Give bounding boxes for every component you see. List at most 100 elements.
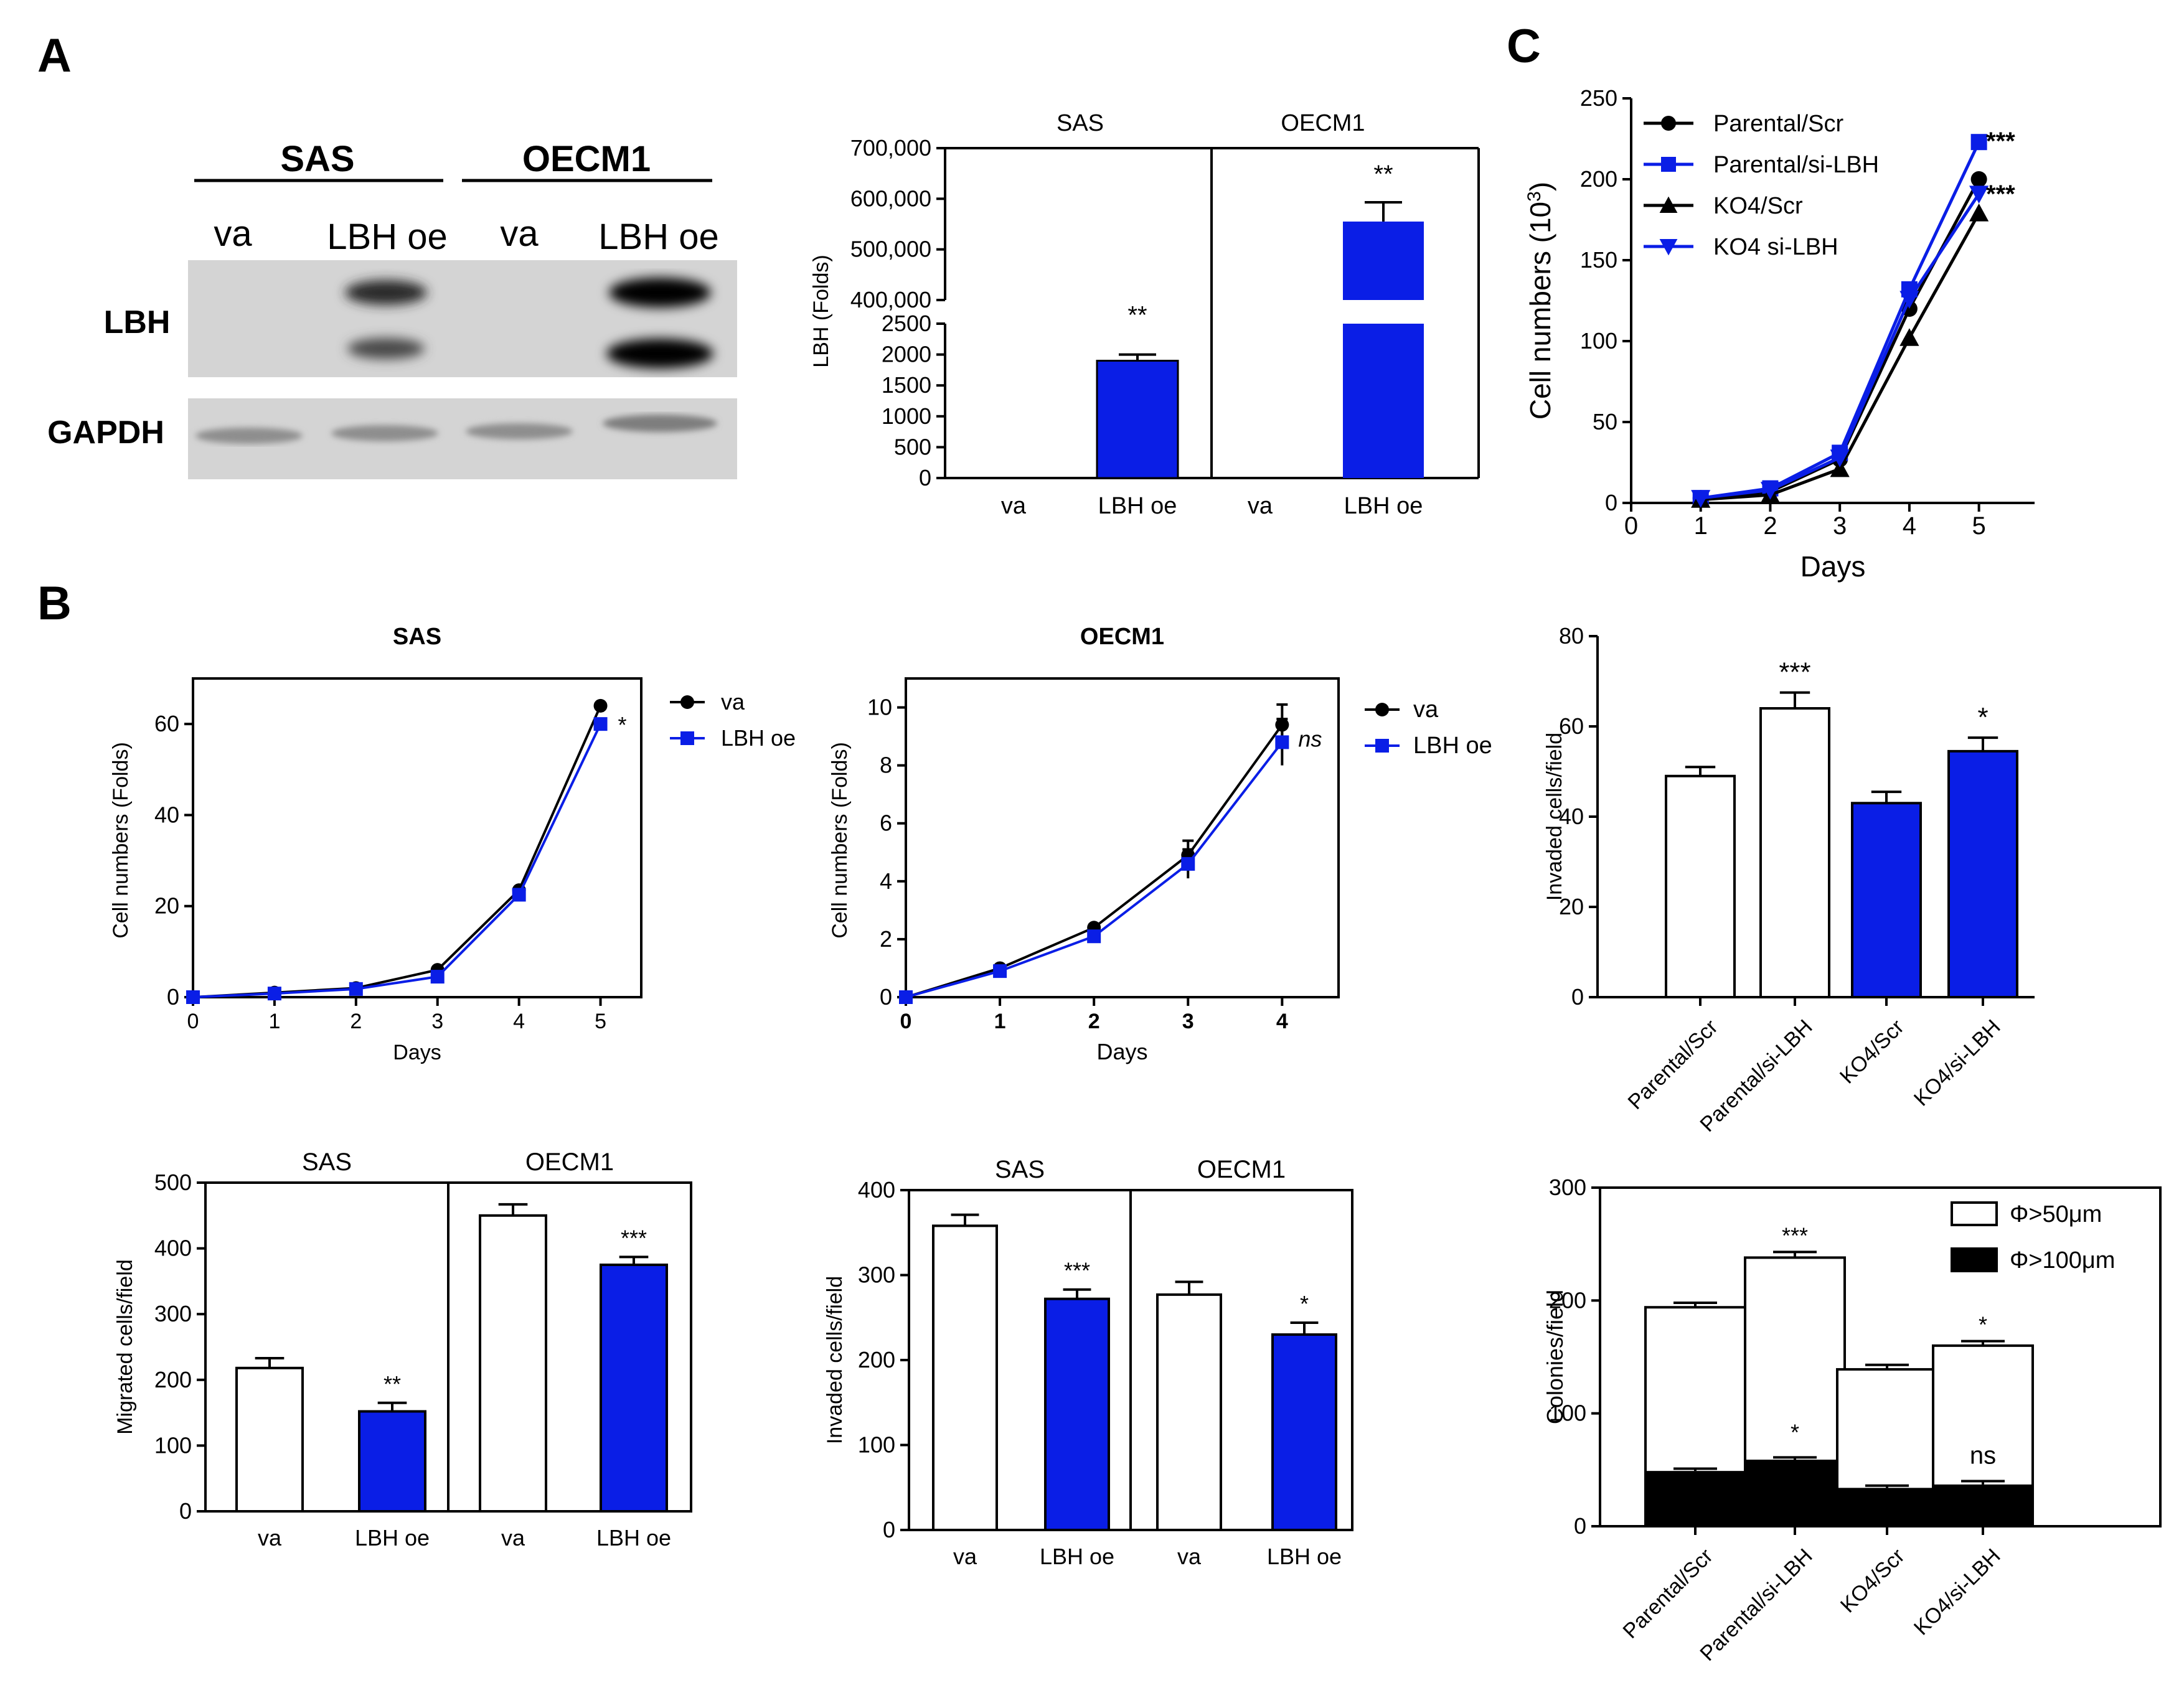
group-label: OECM1 (1197, 1156, 1286, 1183)
y-tick-label: 500 (154, 1170, 192, 1195)
blot-group-oecm1: OECM1 (522, 139, 651, 179)
bar (235, 1366, 304, 1513)
significance-label: * (1791, 1419, 1799, 1445)
y-tick-label: 250 (1580, 85, 1617, 111)
lbh-band (606, 339, 713, 368)
legend-label: Φ>50μm (2010, 1201, 2102, 1227)
data-point (1899, 328, 1919, 346)
y-tick-label: 20 (154, 893, 179, 919)
y-tick-label: 0 (167, 984, 179, 1010)
legend-label: LBH oe (1413, 733, 1492, 759)
x-tick-label: 0 (187, 1010, 199, 1033)
data-point (1969, 185, 1989, 204)
x-tick-label: 1 (994, 1010, 1006, 1033)
legend-marker (680, 731, 694, 745)
x-tick-label: 3 (431, 1010, 443, 1033)
y-label-sup: 3 (1524, 191, 1545, 202)
bar (1096, 360, 1179, 479)
blot-row-gapdh: GAPDH (47, 415, 164, 451)
significance-label: ** (1373, 161, 1393, 188)
gapdh-band (195, 428, 303, 444)
blot-row-lbh: LBH (104, 304, 171, 340)
x-tick-label: 2 (350, 1010, 362, 1033)
group-label: SAS (1057, 110, 1104, 136)
x-axis-label: Days (1800, 550, 1866, 583)
y-tick-label: 200 (154, 1367, 192, 1392)
y-tick-label: 40 (154, 802, 179, 827)
legend-label: va (721, 689, 745, 715)
x-tick-label: 4 (1276, 1010, 1288, 1033)
y-tick-label: 0 (1574, 1513, 1586, 1539)
legend-label: KO4/Scr (1713, 193, 1803, 219)
gapdh-band (603, 415, 717, 432)
data-point (186, 990, 200, 1004)
group-label: SAS (302, 1148, 352, 1176)
y-tick-label: 0 (919, 465, 931, 490)
data-point (1691, 490, 1711, 508)
x-tick-label: LBH oe (1267, 1544, 1342, 1569)
data-point (993, 964, 1007, 978)
legend-marker (680, 695, 694, 709)
y-tick-label: 50 (1593, 409, 1617, 434)
significance-label: *** (1782, 1222, 1808, 1248)
y-tick-label: 20 (1559, 894, 1584, 919)
y-label-main: Cell numbers (10 (1524, 202, 1556, 420)
data-point (349, 982, 363, 996)
lbh-band (345, 280, 427, 305)
y-tick-label: 150 (1580, 247, 1617, 273)
y-tick-label: 8 (880, 753, 892, 778)
x-tick-label: 5 (1972, 512, 1985, 540)
y-tick-label: 10 (867, 695, 892, 720)
y-tick-label: 100 (154, 1432, 192, 1458)
x-tick-label: KO4/si-LBH (1909, 1544, 2005, 1640)
data-point (430, 970, 445, 984)
legend-swatch (1951, 1201, 1998, 1226)
x-tick-label: 5 (595, 1010, 606, 1033)
data-point (593, 717, 608, 731)
significance-label: *** (1779, 657, 1810, 688)
legend-label: Parental/Scr (1713, 111, 1843, 137)
legend-marker (1659, 196, 1678, 213)
series-line (192, 723, 602, 998)
x-tick-label: KO4/si-LBH (1909, 1015, 2005, 1111)
significance-label: * (618, 712, 627, 738)
significance-label: ** (1127, 302, 1147, 329)
x-tick-label: LBH oe (596, 1525, 671, 1551)
significance-label: *** (1986, 128, 2015, 155)
y-tick-label: 500 (894, 434, 931, 459)
blot-lane-1: va (214, 214, 252, 254)
legend-label: LBH oe (721, 725, 796, 751)
y-tick-label: 2500 (882, 311, 931, 336)
blot-lane-4: LBH oe (598, 217, 718, 257)
y-tick-label: 0 (1571, 984, 1584, 1010)
plot-frame (192, 677, 642, 998)
y-tick-label: 700,000 (850, 135, 931, 161)
lbh-band (347, 338, 425, 359)
bar (1851, 802, 1922, 998)
bar (1947, 749, 2018, 998)
data-point (1970, 171, 1987, 187)
y-axis-label: LBH (Folds) (809, 255, 833, 367)
legend-label: Parental/si-LBH (1713, 152, 1879, 178)
blot-lbh-bands (345, 278, 713, 368)
legend-marker (1659, 239, 1678, 256)
blot-lane-3: va (500, 214, 539, 254)
bar-phi100 (1645, 1471, 1745, 1526)
bar (1044, 1297, 1110, 1531)
bar (1759, 707, 1830, 998)
x-tick-label: 4 (1903, 512, 1916, 540)
x-tick-label: va (1248, 493, 1273, 519)
invasion-chart: 0 100 200 300 400 Invaded cells/field SAS OECM1… (823, 1156, 1353, 1569)
x-tick-label: 4 (513, 1010, 525, 1033)
bar (1665, 774, 1736, 998)
y-tick-label: 300 (154, 1301, 192, 1326)
x-tick-label: Parental/Scr (1623, 1015, 1722, 1114)
western-blot: SAS OECM1 va LBH oe va LBH oe LBH GAPDH (47, 139, 737, 479)
y-tick-label: 2000 (882, 342, 931, 367)
y-label-end: ) (1524, 182, 1556, 191)
colony-chart: 0100200300Colonies/fieldParental/Scr****… (1542, 1175, 2162, 1666)
significance-label: * (1977, 702, 1988, 733)
y-tick-label: 100 (1580, 328, 1617, 354)
y-tick-label: 60 (154, 711, 179, 736)
